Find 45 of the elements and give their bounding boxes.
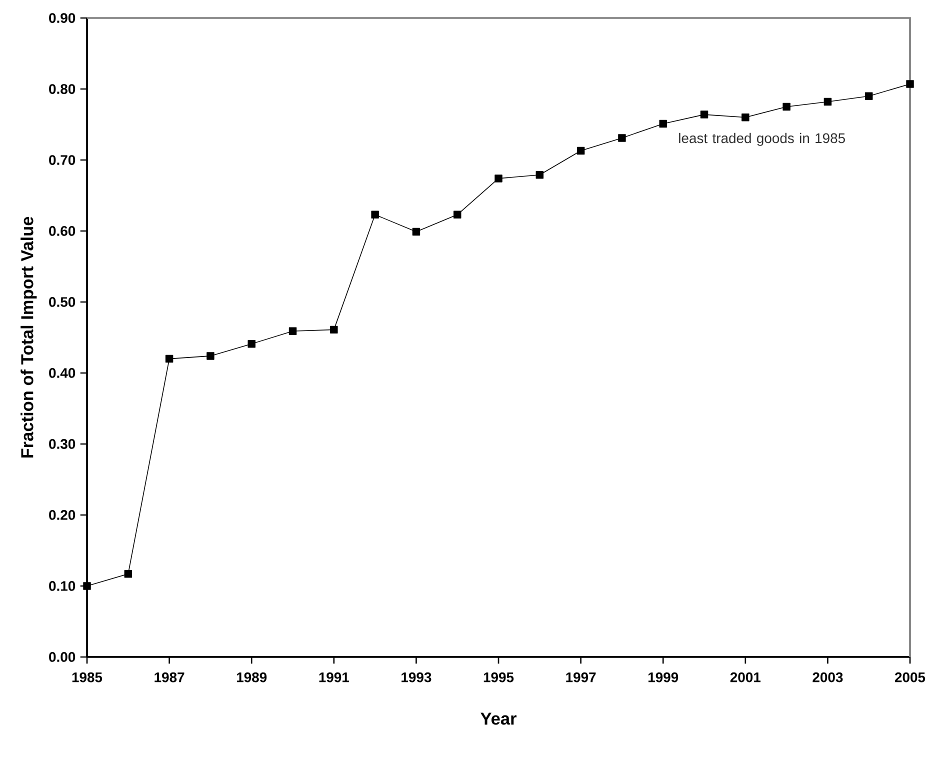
point <box>906 80 914 88</box>
y-tick-label: 0.20 <box>49 510 76 520</box>
x-tick-label: 1995 <box>484 672 514 682</box>
point <box>412 228 420 236</box>
point <box>536 171 544 179</box>
x-tick-label: 2005 <box>894 672 926 682</box>
x-tick-label: 1985 <box>72 672 102 682</box>
point <box>782 102 790 111</box>
point <box>453 210 462 219</box>
x-tick-label: 1993 <box>402 672 432 682</box>
point <box>824 98 832 106</box>
point <box>165 354 174 363</box>
y-tick-label: 0.30 <box>49 439 76 449</box>
y-tick-label: 0.90 <box>49 13 76 23</box>
y-tick-label: 0.50 <box>49 297 76 307</box>
point <box>700 110 708 118</box>
y-tick-label: 0.40 <box>49 368 76 378</box>
x-tick-label: 1997 <box>566 672 596 682</box>
point <box>124 570 132 578</box>
y-tick-label: 0.60 <box>49 226 76 236</box>
x-tick-label: 2001 <box>730 672 761 682</box>
y-tick-label: 0.10 <box>49 581 76 591</box>
point <box>330 326 338 334</box>
annotation: least traded goods in 1985 <box>679 132 845 146</box>
point <box>659 120 667 128</box>
y-tick-label: 0.70 <box>49 155 76 165</box>
x-tick-label: 1987 <box>154 672 184 682</box>
point <box>494 174 502 182</box>
point <box>618 134 626 142</box>
point <box>248 340 256 348</box>
x-tick-label: 1991 <box>319 672 350 682</box>
x-axis-title: Year <box>480 712 516 725</box>
point <box>576 146 585 155</box>
point <box>288 327 297 335</box>
y-tick-label: 0.00 <box>49 652 76 662</box>
y-tick-label: 0.80 <box>49 84 76 94</box>
x-tick-label: 1989 <box>236 672 267 682</box>
point <box>206 352 214 360</box>
point <box>83 582 91 590</box>
y-axis-title: Fraction of Total Import Value <box>20 216 37 458</box>
point <box>864 92 873 100</box>
point <box>371 210 379 219</box>
x-tick-label: 1999 <box>648 672 678 682</box>
point <box>742 114 750 122</box>
x-tick-label: 2003 <box>812 672 843 682</box>
